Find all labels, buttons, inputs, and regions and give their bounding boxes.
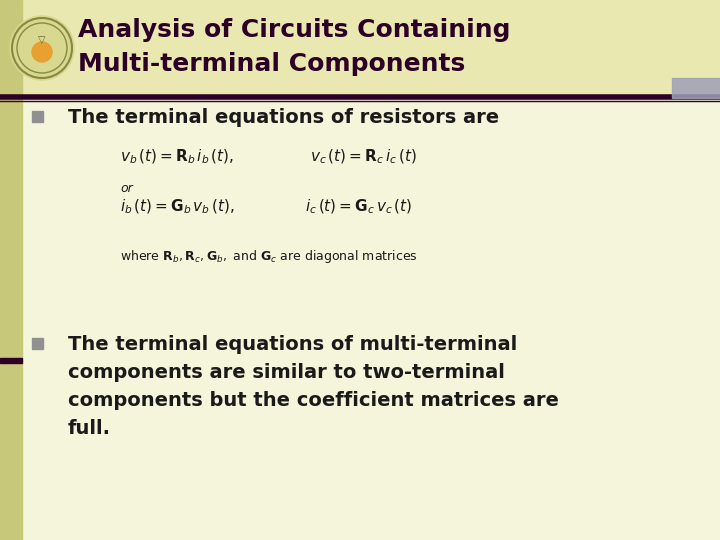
Text: or: or bbox=[120, 182, 132, 195]
Circle shape bbox=[10, 16, 74, 80]
Text: $v_b\,(t) = \mathbf{R}_b\,i_b\,(t),$: $v_b\,(t) = \mathbf{R}_b\,i_b\,(t),$ bbox=[120, 148, 234, 166]
Text: components but the coefficient matrices are: components but the coefficient matrices … bbox=[68, 391, 559, 410]
Bar bbox=[672, 78, 720, 98]
Text: where $\mathbf{R}_b,\mathbf{R}_c,\mathbf{G}_b,$ and $\mathbf{G}_c$ are diagonal : where $\mathbf{R}_b,\mathbf{R}_c,\mathbf… bbox=[120, 248, 418, 265]
Text: full.: full. bbox=[68, 419, 111, 438]
Text: The terminal equations of resistors are: The terminal equations of resistors are bbox=[68, 108, 499, 127]
Text: The terminal equations of multi-terminal: The terminal equations of multi-terminal bbox=[68, 335, 517, 354]
Bar bbox=[0, 358, 22, 363]
Text: Analysis of Circuits Containing: Analysis of Circuits Containing bbox=[78, 18, 510, 42]
Text: $v_c\,(t) = \mathbf{R}_c\,i_c\,(t)$: $v_c\,(t) = \mathbf{R}_c\,i_c\,(t)$ bbox=[310, 148, 417, 166]
Text: $i_c\,(t) = \mathbf{G}_c\,v_c\,(t)$: $i_c\,(t) = \mathbf{G}_c\,v_c\,(t)$ bbox=[305, 198, 413, 217]
Circle shape bbox=[32, 42, 52, 62]
Text: ▽: ▽ bbox=[38, 35, 46, 45]
Text: Multi-terminal Components: Multi-terminal Components bbox=[78, 52, 465, 76]
Text: components are similar to two-terminal: components are similar to two-terminal bbox=[68, 363, 505, 382]
Text: $i_b\,(t) = \mathbf{G}_b\,v_b\,(t),$: $i_b\,(t) = \mathbf{G}_b\,v_b\,(t),$ bbox=[120, 198, 235, 217]
Bar bbox=[32, 338, 43, 349]
Bar bbox=[0, 0, 22, 540]
Bar bbox=[0, 0, 720, 97]
Bar bbox=[32, 111, 43, 122]
